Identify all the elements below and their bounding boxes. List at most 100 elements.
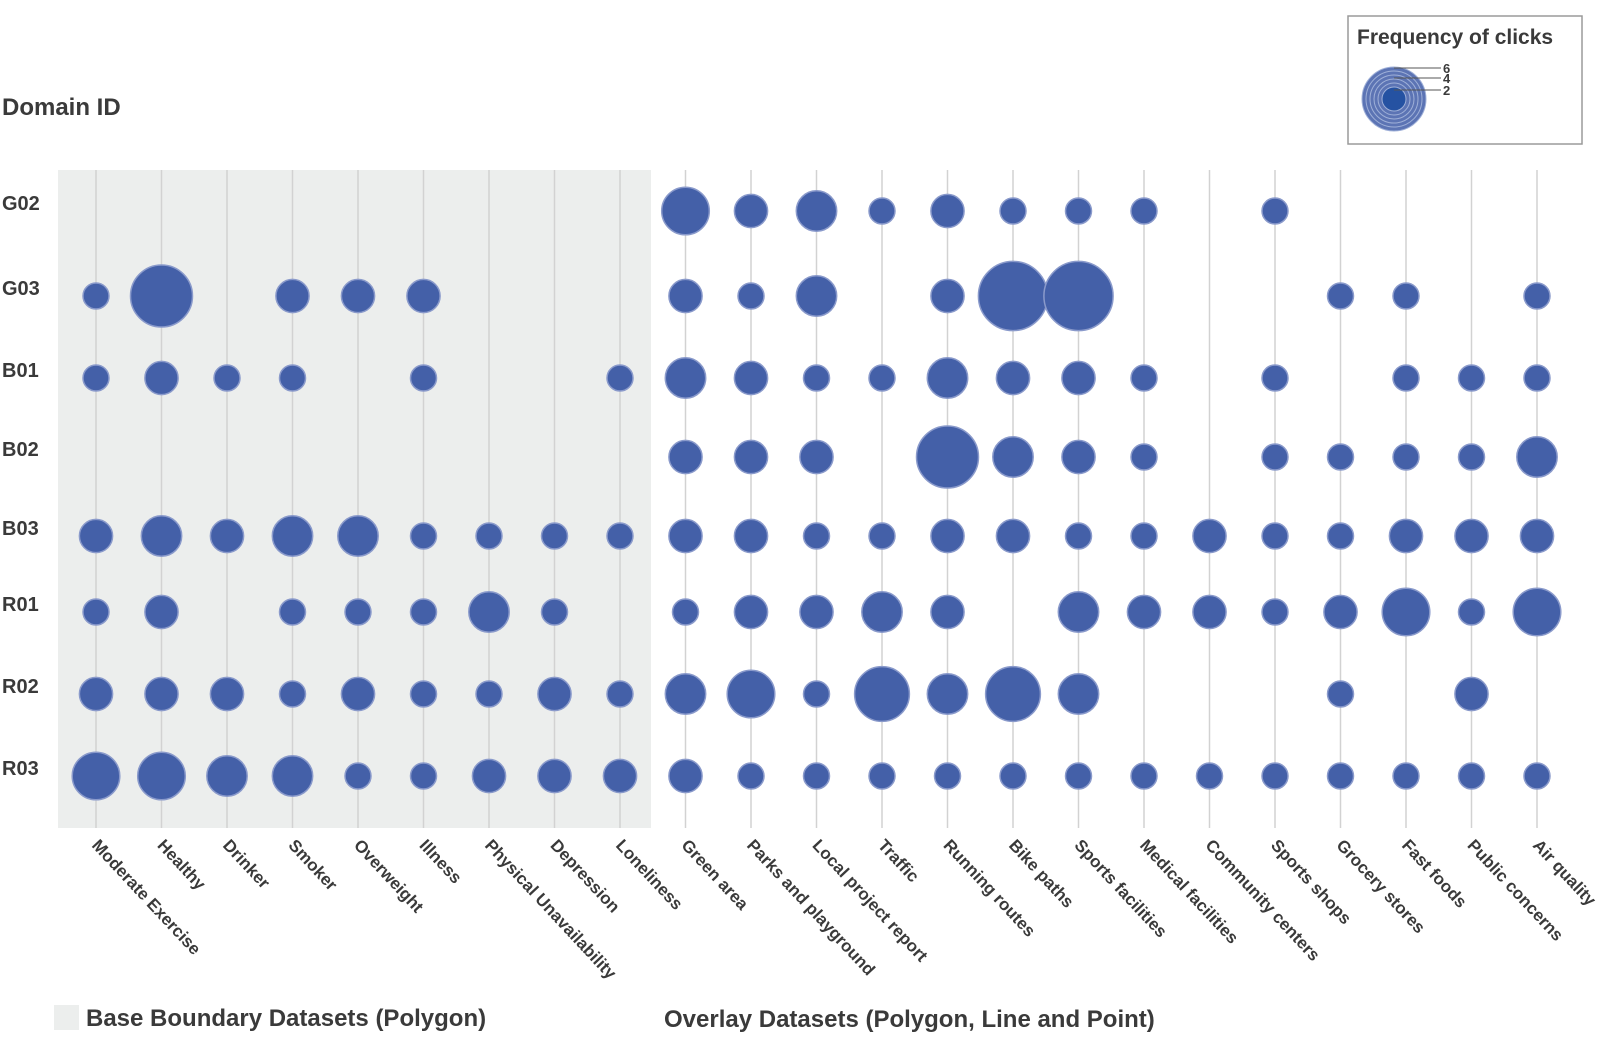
- bubble: [278, 364, 307, 392]
- bubble: [1457, 762, 1486, 790]
- bubble: [1130, 364, 1158, 392]
- bubble: [1057, 673, 1100, 715]
- bubble: [606, 522, 634, 550]
- bubble: [802, 364, 831, 392]
- bubble: [468, 591, 510, 633]
- bubble: [1523, 762, 1551, 790]
- bubble: [1064, 197, 1093, 225]
- row-label: R03: [2, 758, 39, 780]
- bubble: [406, 278, 441, 314]
- bubble: [668, 439, 703, 475]
- bubble: [984, 665, 1042, 723]
- bubble: [664, 673, 707, 715]
- bubble: [795, 190, 838, 232]
- bubble: [1126, 594, 1162, 630]
- bubble: [733, 439, 769, 475]
- bubble: [275, 278, 310, 314]
- bubble: [930, 594, 965, 630]
- bubble: [78, 676, 114, 712]
- row-label: G02: [2, 193, 40, 215]
- bubble: [853, 665, 911, 723]
- bubble: [1392, 762, 1420, 790]
- column-label: Air quality: [1529, 836, 1600, 910]
- column-label: Local project report: [809, 836, 932, 966]
- bubble: [868, 364, 896, 392]
- bubble: [537, 758, 572, 794]
- column-label: Healthy: [154, 836, 210, 894]
- bubble: [664, 357, 707, 399]
- bubble: [475, 522, 503, 550]
- bubble: [1064, 762, 1093, 790]
- legend-tick-label: 2: [1443, 83, 1450, 98]
- bubble: [144, 360, 179, 396]
- bubble: [540, 598, 569, 626]
- bubble: [660, 186, 711, 236]
- column-label: Moderate Exercise: [88, 836, 204, 959]
- bubble: [144, 594, 179, 630]
- bubble: [999, 197, 1027, 225]
- bubble: [1392, 282, 1420, 310]
- bubble: [1457, 598, 1486, 626]
- bubble: [209, 518, 245, 554]
- bubble: [409, 522, 438, 550]
- bubble: [1192, 518, 1227, 554]
- column-label: Bike paths: [1005, 836, 1078, 912]
- bubble: [733, 193, 769, 229]
- bubble: [733, 518, 769, 554]
- bubble: [144, 676, 179, 712]
- bubble: [802, 762, 831, 790]
- bubble: [82, 598, 110, 626]
- column-label: Traffic: [874, 836, 923, 886]
- bubble: [1326, 443, 1355, 471]
- bubble: [340, 676, 376, 712]
- bubble: [1326, 762, 1355, 790]
- bubble: [71, 751, 121, 801]
- bubble: [1454, 676, 1489, 712]
- row-label: G03: [2, 278, 40, 300]
- row-label: R01: [2, 594, 39, 616]
- bubble: [344, 762, 372, 790]
- bubble: [129, 264, 194, 328]
- column-label: Green area: [678, 836, 753, 914]
- column-label: Smoker: [285, 836, 342, 895]
- base-legend-swatch: [54, 1005, 79, 1030]
- column-label: Community centers: [1202, 836, 1324, 965]
- legend-circles: 642: [1361, 61, 1451, 132]
- bubble: [1130, 762, 1158, 790]
- bubble: [999, 762, 1027, 790]
- column-label: Physical Unavailability: [481, 836, 620, 983]
- bubble: [409, 680, 438, 708]
- bubble: [977, 260, 1049, 332]
- bubble: [140, 515, 183, 557]
- bubble: [1261, 762, 1289, 790]
- bubble: [930, 518, 965, 554]
- bubble: [1516, 436, 1558, 478]
- bubble: [995, 518, 1031, 554]
- bubble: [1388, 518, 1424, 554]
- bubble: [1130, 522, 1158, 550]
- bubble: [409, 762, 438, 790]
- bubble: [733, 594, 769, 630]
- bubble: [799, 594, 834, 630]
- legend-circle: [1381, 86, 1407, 112]
- bubble: [602, 758, 638, 794]
- bubble: [1457, 443, 1486, 471]
- bubble: [726, 669, 776, 719]
- bubble: [606, 364, 634, 392]
- bubble: [795, 275, 838, 317]
- bubble: [1512, 587, 1562, 637]
- bubble: [1523, 282, 1551, 310]
- bubble: [1323, 594, 1358, 630]
- bubble: [1061, 439, 1096, 475]
- y-axis-title: Domain ID: [2, 94, 121, 121]
- bubble: [737, 282, 765, 310]
- bubble: [992, 436, 1034, 478]
- bubble: [209, 676, 245, 712]
- base-group-label: Base Boundary Datasets (Polygon): [86, 1005, 486, 1032]
- column-label: Fast foods: [1398, 836, 1471, 912]
- bubble: [671, 598, 700, 626]
- bubble: [1326, 522, 1355, 550]
- row-label: B03: [2, 518, 39, 540]
- bubble: [668, 758, 703, 794]
